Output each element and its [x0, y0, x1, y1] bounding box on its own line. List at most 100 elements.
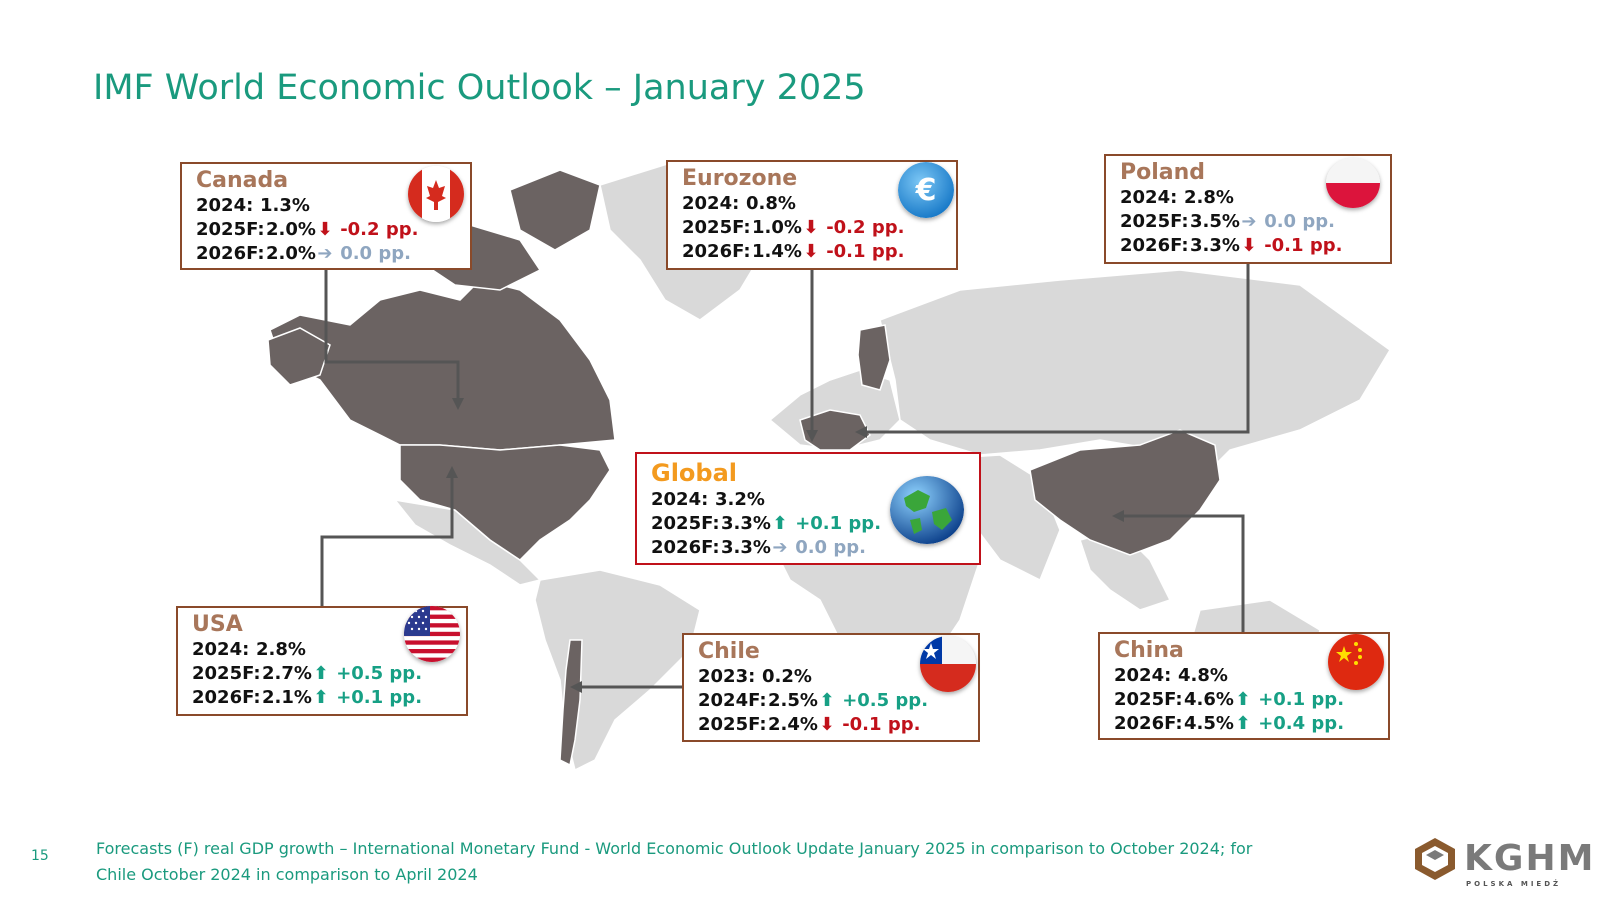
page-number: 15: [31, 848, 49, 864]
trend-flat-icon: ➔: [772, 537, 788, 558]
global-row-change: 0.0 pp.: [788, 537, 866, 558]
trend-flat-icon: ➔: [317, 243, 333, 264]
china-row-value: 4.8%: [1178, 665, 1228, 686]
chile-connector-arrow: [570, 681, 582, 693]
usa-row-label: 2025F:: [192, 663, 261, 684]
canada-row-value: 2.0%: [266, 219, 316, 240]
global-row-label: 2024:: [651, 489, 709, 510]
eurozone-row-label: 2024:: [682, 193, 740, 214]
china-name: China: [1114, 638, 1184, 663]
canada-row-change: -0.2 pp.: [333, 219, 419, 240]
poland-row-label: 2024:: [1120, 187, 1178, 208]
canada-row-label: 2024:: [196, 195, 254, 216]
canada-row-2: 2026F:2.0% ➔ 0.0 pp.: [196, 242, 456, 266]
china-row-label: 2026F:: [1114, 713, 1183, 734]
eurozone-row-change: -0.2 pp.: [819, 217, 905, 238]
finland-shape: [857, 324, 891, 391]
usa-row-1: 2025F:2.7% ⬆ +0.5 pp.: [192, 662, 452, 686]
usa-row-value: 2.1%: [262, 687, 312, 708]
footnote: Forecasts (F) real GDP growth – Internat…: [96, 839, 1253, 884]
usa-row-change: +0.1 pp.: [329, 687, 423, 708]
trend-up-icon: ⬆: [313, 663, 329, 684]
global-row-value: 3.2%: [715, 489, 765, 510]
usa-connector: [320, 476, 454, 606]
china-row-label: 2025F:: [1114, 689, 1183, 710]
poland-row-label: 2026F:: [1120, 235, 1189, 256]
china-row-label: 2024:: [1114, 665, 1172, 686]
trend-down-icon: ⬇: [1241, 235, 1257, 256]
global-row-value: 3.3%: [721, 513, 771, 534]
chile-row-change: +0.5 pp.: [835, 690, 929, 711]
usa-row-0: 2024: 2.8%: [192, 638, 452, 662]
globe-icon: [890, 476, 964, 544]
poland-connector-arrow: [855, 426, 867, 438]
canada-row-label: 2026F:: [196, 243, 265, 264]
chile-row-0: 2023: 0.2%: [698, 665, 964, 689]
canada-connector-arrow: [452, 398, 464, 410]
chile-row-label: 2025F:: [698, 714, 767, 735]
canada-row-value: 1.3%: [260, 195, 310, 216]
chile-row-value: 0.2%: [762, 666, 812, 687]
eurozone-row-2: 2026F:1.4% ⬇ -0.1 pp.: [682, 240, 942, 264]
canada-row-1: 2025F:2.0% ⬇ -0.2 pp.: [196, 218, 456, 242]
usa-connector-arrow: [446, 466, 458, 478]
global-row-label: 2026F:: [651, 537, 720, 558]
global-row-0: 2024: 3.2%: [651, 488, 965, 512]
chile-row-label: 2024F:: [698, 690, 767, 711]
canada-row-0: 2024: 1.3%: [196, 194, 456, 218]
global-box: Global 2024: 3.2% 2025F:3.3% ⬆ +0.1 pp. 2026…: [635, 452, 981, 565]
trend-up-icon: ⬆: [772, 513, 788, 534]
global-row-label: 2025F:: [651, 513, 720, 534]
eurozone-row-1: 2025F:1.0% ⬇ -0.2 pp.: [682, 216, 942, 240]
eurozone-connector-arrow: [806, 430, 818, 442]
global-row-value: 3.3%: [721, 537, 771, 558]
poland-row-1: 2025F:3.5% ➔ 0.0 pp.: [1120, 210, 1376, 234]
china-connector-arrow: [1112, 510, 1124, 522]
euro-icon: €: [898, 162, 954, 218]
canada-name: Canada: [196, 168, 289, 193]
china-row-change: +0.4 pp.: [1251, 713, 1345, 734]
eurozone-row-label: 2026F:: [682, 241, 751, 262]
china-row-1: 2025F:4.6% ⬆ +0.1 pp.: [1114, 688, 1374, 712]
china-row-change: +0.1 pp.: [1251, 689, 1345, 710]
eurozone-row-value: 1.4%: [752, 241, 802, 262]
chile-flag-icon: [920, 636, 976, 692]
usa-flag-icon: [404, 606, 460, 662]
china-row-value: 4.6%: [1184, 689, 1234, 710]
south-america-shape: [534, 569, 701, 772]
trend-up-icon: ⬆: [1235, 689, 1251, 710]
trend-flat-icon: ➔: [1241, 211, 1257, 232]
trend-down-icon: ⬇: [803, 217, 819, 238]
usa-row-change: +0.5 pp.: [329, 663, 423, 684]
eurozone-row-value: 1.0%: [752, 217, 802, 238]
usa-row-value: 2.8%: [256, 639, 306, 660]
poland-row-0: 2024: 2.8%: [1120, 186, 1376, 210]
canada-row-value: 2.0%: [266, 243, 316, 264]
china-row-value: 4.5%: [1184, 713, 1234, 734]
poland-connector: [865, 264, 1250, 434]
trend-down-icon: ⬇: [819, 714, 835, 735]
poland-row-2: 2026F:3.3% ⬇ -0.1 pp.: [1120, 234, 1376, 258]
chile-row-label: 2023:: [698, 666, 756, 687]
eurozone-row-change: -0.1 pp.: [819, 241, 905, 262]
chile-row-value: 2.5%: [768, 690, 818, 711]
trend-down-icon: ⬇: [803, 241, 819, 262]
global-row-1: 2025F:3.3% ⬆ +0.1 pp.: [651, 512, 965, 536]
trend-up-icon: ⬆: [819, 690, 835, 711]
page-title: IMF World Economic Outlook – January 202…: [93, 68, 866, 108]
global-row-2: 2026F:3.3% ➔ 0.0 pp.: [651, 536, 965, 560]
china-connector: [1122, 514, 1245, 632]
china-flag-icon: [1328, 634, 1384, 690]
eurozone-name: Eurozone: [682, 166, 798, 191]
trend-up-icon: ⬆: [313, 687, 329, 708]
eurozone-row-label: 2025F:: [682, 217, 751, 238]
canada-shape: [269, 279, 616, 451]
usa-row-value: 2.7%: [262, 663, 312, 684]
chile-row-2: 2025F:2.4% ⬇ -0.1 pp.: [698, 713, 964, 737]
poland-row-change: -0.1 pp.: [1257, 235, 1343, 256]
usa-row-label: 2024:: [192, 639, 250, 660]
canada-flag-icon: [408, 166, 464, 222]
usa-row-label: 2026F:: [192, 687, 261, 708]
poland-row-value: 2.8%: [1184, 187, 1234, 208]
